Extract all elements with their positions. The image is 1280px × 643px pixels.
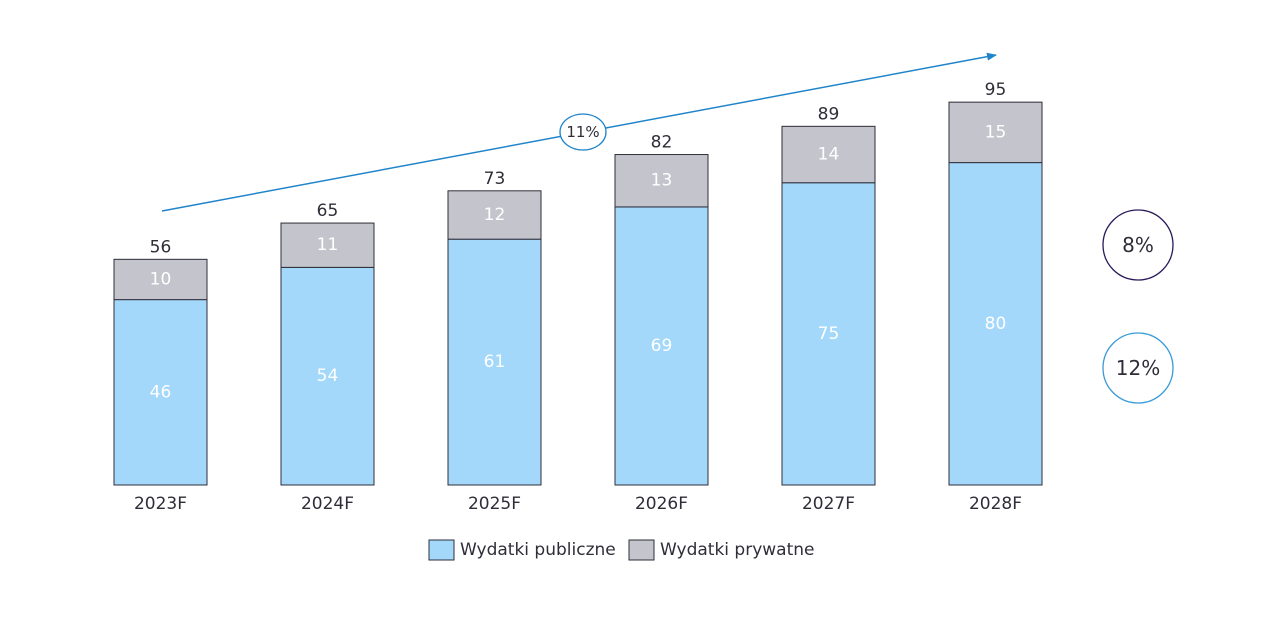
total-cagr-label: 11%: [566, 123, 599, 141]
total-cagr-bubble: [559, 113, 607, 151]
x-tick-label: 2026F: [635, 494, 688, 514]
data-label-private: 14: [818, 145, 840, 165]
bar-segment-private: [280, 222, 375, 268]
private-cagr-bubble: [1102, 209, 1174, 281]
x-tick-label: 2023F: [134, 494, 187, 514]
public-cagr-bubble: [1102, 332, 1174, 404]
total-label: 82: [651, 133, 673, 153]
total-label: 65: [317, 201, 339, 221]
public-cagr-label: 12%: [1116, 356, 1160, 380]
total-label: 89: [818, 104, 840, 124]
legend-swatch-private: [628, 539, 655, 561]
bar-segment-private: [948, 101, 1043, 164]
data-label-public: 61: [484, 352, 506, 372]
total-label: 95: [985, 80, 1007, 100]
data-label-private: 13: [651, 171, 673, 191]
x-tick-label: 2027F: [802, 494, 855, 514]
x-tick-label: 2024F: [301, 494, 354, 514]
data-label-private: 11: [317, 235, 339, 255]
data-label-private: 15: [985, 122, 1007, 142]
x-axis-tick-labels: 2023F 2024F 2025F 2026F 2027F 2028F: [134, 494, 1022, 514]
data-label-private: 12: [484, 205, 506, 225]
bar-segment-private: [113, 258, 208, 301]
private-cagr-label: 8%: [1122, 233, 1154, 257]
data-label-public: 46: [150, 382, 172, 402]
private-cagr-annotation: 8%: [1102, 209, 1174, 281]
data-label-public: 75: [818, 324, 840, 344]
data-label-public: 54: [317, 366, 339, 386]
bar-segment-public: [447, 238, 542, 486]
x-tick-label: 2028F: [969, 494, 1022, 514]
total-label: 56: [150, 237, 172, 257]
legend-label-public: Wydatki publiczne: [460, 540, 616, 560]
bar-segment-private: [447, 190, 542, 240]
legend-swatch-public: [428, 539, 455, 561]
total-cagr-annotation: 11%: [161, 52, 997, 212]
bar-segment-private: [781, 125, 876, 184]
bar-segment-public: [781, 182, 876, 486]
total-label: 73: [484, 169, 506, 189]
data-label-public: 80: [985, 314, 1007, 334]
legend: Wydatki publiczne Wydatki prywatne: [428, 539, 814, 561]
bars-group: 46 10 56 54 11 65 61 12 73 69 13 82 75 14 89 80 15 95: [113, 80, 1043, 486]
public-cagr-annotation: 12%: [1102, 332, 1174, 404]
x-tick-label: 2025F: [468, 494, 521, 514]
bar-segment-public: [948, 162, 1043, 486]
data-label-private: 10: [150, 269, 172, 289]
data-label-public: 69: [651, 336, 673, 356]
legend-label-private: Wydatki prywatne: [660, 540, 814, 560]
bar-segment-private: [614, 154, 709, 208]
bar-segment-public: [113, 299, 208, 486]
